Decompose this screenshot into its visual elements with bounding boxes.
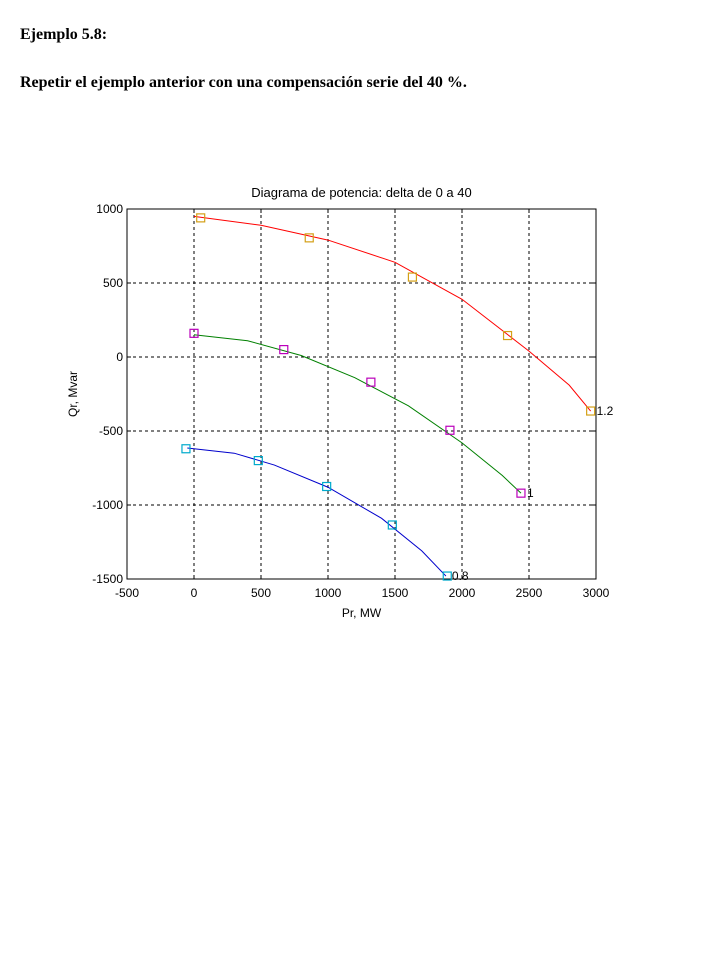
y-tick-label: 500 — [103, 276, 123, 290]
data-point-marker — [586, 406, 596, 416]
example-heading: Ejemplo 5.8: — [20, 26, 108, 43]
series-1-2: 1.2 — [193, 213, 614, 418]
series-end-label: 1.2 — [597, 404, 614, 418]
y-tick-label: -1000 — [92, 498, 123, 512]
chart-title: Diagrama de potencia: delta de 0 a 40 — [251, 185, 471, 200]
x-tick-label: 1000 — [315, 586, 342, 600]
series-0-8: 0.8 — [181, 444, 469, 583]
series-end-label: 1 — [527, 486, 534, 500]
series-line — [193, 215, 592, 412]
data-point-marker — [304, 233, 314, 243]
series-group: 1.2 1 0.8 — [181, 213, 614, 583]
data-point-marker — [181, 444, 191, 454]
data-point-marker — [322, 481, 332, 492]
data-point-marker — [516, 488, 526, 498]
data-point-marker — [279, 345, 289, 355]
data-point-marker — [189, 328, 199, 338]
grid — [127, 209, 596, 579]
problem-statement: Repetir el ejemplo anterior con una comp… — [20, 74, 467, 91]
plot-area — [126, 208, 597, 580]
series-line — [193, 334, 522, 494]
axis-ticks: -500 0 500 1000 1500 2000 2500 3000-1500-1000-5… — [92, 202, 609, 600]
series-end-label: 0.8 — [452, 569, 469, 583]
x-tick-label: 1500 — [382, 586, 409, 600]
y-tick-label: -1500 — [92, 572, 123, 586]
y-axis-label: Qr, Mvar — [66, 371, 80, 417]
data-point-marker — [366, 377, 376, 387]
data-point-marker — [253, 456, 263, 466]
x-tick-label: 2500 — [516, 586, 543, 600]
x-tick-label: -500 — [115, 586, 139, 600]
y-tick-label: -500 — [99, 424, 123, 438]
data-point-marker — [502, 330, 513, 341]
y-tick-label: 0 — [116, 350, 123, 364]
data-point-marker — [442, 571, 452, 581]
y-tick-label: 1000 — [96, 202, 123, 216]
x-axis-label: Pr, MW — [342, 606, 382, 620]
x-tick-label: 0 — [191, 586, 198, 600]
data-point-marker — [196, 213, 206, 223]
x-tick-label: 2000 — [449, 586, 476, 600]
data-point-marker — [387, 520, 397, 530]
data-point-marker — [407, 272, 418, 282]
x-tick-label: 3000 — [583, 586, 610, 600]
series-1: 1 — [189, 328, 534, 500]
x-tick-label: 500 — [251, 586, 271, 600]
data-point-marker — [445, 425, 455, 435]
series-line — [187, 447, 447, 577]
